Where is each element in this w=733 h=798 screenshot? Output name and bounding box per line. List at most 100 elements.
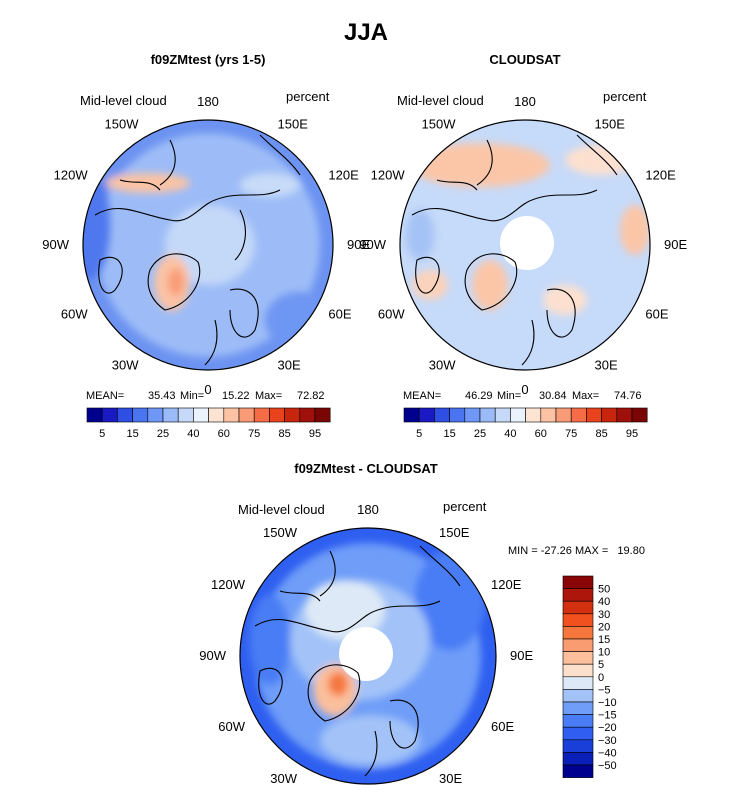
- panel-model-colorbar-swatch: [299, 407, 316, 423]
- panel-diff-lon-label-150w: 150W: [263, 525, 298, 540]
- panel-model-colorbar-swatch: [132, 407, 149, 423]
- panel-diff-map: [240, 528, 496, 784]
- panel-model-colorbar-swatch: [238, 407, 255, 423]
- panel-obs-colorbar-swatch: [479, 407, 496, 423]
- panel-diff-colorbar-tick: −15: [598, 710, 617, 722]
- panel-model-colorbar-swatch: [208, 407, 225, 423]
- panel-obs-colorbar-tick: 75: [565, 428, 577, 440]
- panel-diff-blob-south: [320, 715, 420, 765]
- panel-diff-colorbar-tick: 30: [598, 609, 610, 621]
- panel-model-lon-label-90w: 90W: [42, 237, 69, 252]
- panel-model-min-value: 15.22: [222, 390, 250, 402]
- panel-diff-colorbar-tick: −50: [598, 760, 617, 772]
- panel-obs-title: CLOUDSAT: [489, 52, 560, 67]
- panel-obs-colorbar-swatch: [464, 407, 481, 423]
- panel-model-colorbar-swatch: [147, 407, 164, 423]
- panel-model-colorbar-swatch: [86, 407, 103, 423]
- panel-diff-title: f09ZMtest - CLOUDSAT: [294, 461, 438, 476]
- panel-diff-colorbar-swatch: [562, 638, 594, 652]
- panel-diff-colorbar-swatch: [562, 613, 594, 627]
- panel-model-colorbar-tick: 75: [248, 428, 260, 440]
- panel-obs-blob-s: [543, 285, 587, 315]
- panel-obs-field-label: Mid-level cloud: [397, 93, 484, 108]
- panel-diff-colorbar-swatch: [562, 764, 594, 778]
- panel-diff-colorbar-swatch: [562, 714, 594, 728]
- panel-model-lon-label-30e: 30E: [278, 357, 301, 372]
- panel-diff-colorbar-swatch: [562, 600, 594, 615]
- panel-obs-lon-labels: 180 150E 120E 90E 60E 30E 0 30W 60W 90W 120W 150W: [359, 94, 687, 397]
- panel-model-blob-west: [83, 170, 110, 280]
- panel-model-lon-label-120e: 120E: [328, 168, 359, 183]
- panel-obs-lon-label-90w: 90W: [359, 237, 386, 252]
- panel-model-blob-center: [165, 205, 255, 285]
- panel-obs-colorbar-tick: 85: [595, 428, 607, 440]
- panel-model-colorbar-swatch: [162, 407, 179, 423]
- panel-obs-lon-label-120e: 120E: [645, 168, 676, 183]
- panel-obs-colorbar-swatch: [510, 407, 526, 423]
- panel-obs-colorbar-swatch: [418, 407, 435, 423]
- panel-model-title: f09ZMtest (yrs 1-5): [151, 52, 266, 67]
- panel-obs-lon-label-120w: 120W: [371, 168, 406, 183]
- panel-obs-min-value: 30.84: [539, 390, 567, 402]
- panel-obs-colorbar-ticks: 5 15 25 40 60 75 85 95: [416, 428, 638, 440]
- panel-diff-colorbar-swatch: [562, 726, 594, 741]
- panel-obs-lon-label-60e: 60E: [645, 307, 668, 322]
- panel-obs-blob-west-blue: [406, 210, 434, 260]
- panel-obs-lon-label-30w: 30W: [429, 357, 456, 372]
- panel-obs-blob-east: [620, 205, 650, 255]
- panel-obs-colorbar-swatch: [601, 407, 618, 423]
- panel-model-max-label: Max=: [255, 390, 282, 402]
- panel-diff-colorbar-tick: 5: [598, 659, 604, 671]
- panel-diff-lon-label-0: 0: [364, 796, 371, 798]
- panel-model-map: [83, 120, 333, 370]
- panel-obs-lon-label-0: 0: [521, 382, 528, 397]
- panel-diff-colorbar-tick: −20: [598, 722, 617, 734]
- panel-obs-polar-gap: [500, 216, 554, 270]
- panel-model-colorbar-tick: 25: [157, 428, 169, 440]
- panel-model-colorbar-swatch: [284, 407, 301, 423]
- panel-model-colorbar-tick: 40: [187, 428, 199, 440]
- panel-diff-lon-label-120e: 120E: [491, 577, 522, 592]
- panel-obs-colorbar-tick: 60: [535, 428, 547, 440]
- panel-obs-colorbar-swatch: [586, 407, 602, 423]
- panel-diff-blob-greenland-2: [328, 672, 348, 696]
- panel-diff-colorbar-swatch: [562, 739, 594, 753]
- panel-obs-colorbar-swatch: [449, 407, 466, 423]
- panel-diff-polar-gap: [339, 627, 393, 681]
- panel-model-lon-label-150e: 150E: [278, 117, 309, 132]
- panel-obs-map: [400, 120, 650, 370]
- panel-diff-colorbar-swatch: [562, 701, 594, 715]
- panel-obs-max-label: Max=: [572, 390, 599, 402]
- panel-model-blob-greenland-2: [168, 268, 184, 296]
- panel-model-min-label: Min=: [180, 390, 204, 402]
- panel-obs-units: percent: [603, 89, 647, 104]
- panel-obs-colorbar-swatch: [570, 407, 587, 423]
- panel-diff: f09ZMtest - CLOUDSAT Mid-level cloud per…: [199, 461, 645, 798]
- panel-diff-colorbar-tick: 10: [598, 647, 610, 659]
- panel-diff-map-border: [239, 527, 497, 785]
- panel-diff-colorbar-tick: −30: [598, 735, 617, 747]
- panel-obs-colorbar-swatch: [616, 407, 633, 423]
- panel-obs-colorbar: [403, 407, 648, 423]
- panel-model-lon-label-0: 0: [204, 382, 211, 397]
- panel-model-colorbar-tick: 60: [218, 428, 230, 440]
- panel-obs-lon-label-150e: 150E: [595, 117, 626, 132]
- panel-diff-colorbar-swatch: [562, 663, 594, 678]
- panel-diff-lon-label-60e: 60E: [491, 719, 514, 734]
- panel-obs-mean-value: 46.29: [465, 390, 493, 402]
- panel-diff-lon-label-30e: 30E: [439, 771, 462, 786]
- panel-model-mean-label: MEAN=: [86, 390, 124, 402]
- panel-diff-lon-label-150e: 150E: [439, 525, 470, 540]
- panel-model-max-value: 72.82: [297, 390, 325, 402]
- panel-obs-colorbar-tick: 15: [443, 428, 455, 440]
- panel-obs-blob-greenland: [472, 260, 508, 310]
- panel-obs-colorbar-swatch: [540, 407, 557, 423]
- panel-model-lon-label-150w: 150W: [105, 117, 140, 132]
- panel-model-colorbar-tick: 15: [126, 428, 138, 440]
- panel-diff-colorbar-swatch: [562, 752, 594, 766]
- panel-diff-lon-label-90e: 90E: [510, 648, 533, 663]
- figure-title: JJA: [344, 19, 388, 46]
- panel-model-colorbar-ticks: 5 15 25 40 60 75 85 95: [99, 428, 321, 440]
